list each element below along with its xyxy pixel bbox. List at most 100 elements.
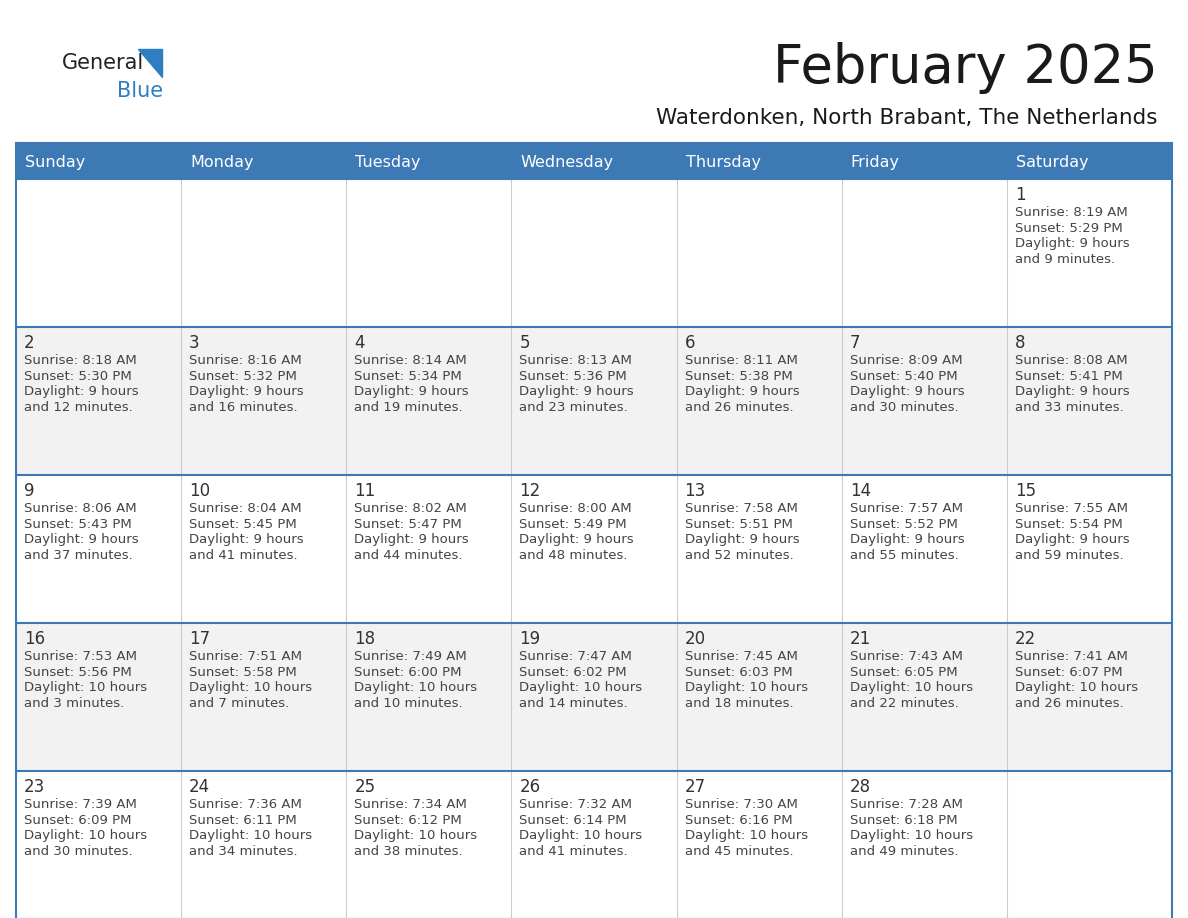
Bar: [511, 623, 677, 771]
Text: Sunrise: 8:13 AM: Sunrise: 8:13 AM: [519, 354, 632, 367]
Text: Sunset: 5:58 PM: Sunset: 5:58 PM: [189, 666, 297, 679]
Text: 19: 19: [519, 630, 541, 648]
Bar: [1007, 179, 1173, 327]
Bar: [181, 771, 346, 918]
Text: and 34 minutes.: and 34 minutes.: [189, 845, 298, 858]
Text: Sunrise: 7:39 AM: Sunrise: 7:39 AM: [24, 799, 137, 812]
Text: 20: 20: [684, 630, 706, 648]
Text: Daylight: 9 hours: Daylight: 9 hours: [849, 533, 965, 546]
Text: 24: 24: [189, 778, 210, 796]
Text: and 22 minutes.: and 22 minutes.: [849, 697, 959, 710]
Bar: [677, 179, 842, 327]
Text: Daylight: 9 hours: Daylight: 9 hours: [519, 533, 634, 546]
Text: Sunset: 6:00 PM: Sunset: 6:00 PM: [354, 666, 462, 679]
Bar: [1007, 475, 1173, 623]
Text: 1: 1: [1015, 186, 1025, 204]
Text: Daylight: 10 hours: Daylight: 10 hours: [189, 830, 312, 843]
Text: Sunset: 5:45 PM: Sunset: 5:45 PM: [189, 518, 297, 531]
Text: Sunset: 6:14 PM: Sunset: 6:14 PM: [519, 814, 627, 827]
Text: Sunday: Sunday: [25, 154, 86, 170]
Text: and 45 minutes.: and 45 minutes.: [684, 845, 794, 858]
Text: Sunrise: 8:02 AM: Sunrise: 8:02 AM: [354, 502, 467, 516]
Text: and 12 minutes.: and 12 minutes.: [24, 401, 133, 414]
Text: Sunset: 5:49 PM: Sunset: 5:49 PM: [519, 518, 627, 531]
Text: 28: 28: [849, 778, 871, 796]
Text: 10: 10: [189, 482, 210, 500]
Text: Daylight: 9 hours: Daylight: 9 hours: [684, 533, 800, 546]
Text: Sunrise: 7:58 AM: Sunrise: 7:58 AM: [684, 502, 797, 516]
Text: Daylight: 9 hours: Daylight: 9 hours: [24, 386, 139, 398]
Bar: [511, 475, 677, 623]
Text: Sunrise: 7:41 AM: Sunrise: 7:41 AM: [1015, 651, 1127, 664]
Text: Sunset: 5:56 PM: Sunset: 5:56 PM: [24, 666, 132, 679]
Bar: [15, 475, 181, 623]
Text: 3: 3: [189, 334, 200, 352]
Text: Sunrise: 7:36 AM: Sunrise: 7:36 AM: [189, 799, 302, 812]
Bar: [15, 179, 181, 327]
Text: Daylight: 10 hours: Daylight: 10 hours: [1015, 681, 1138, 695]
Text: and 33 minutes.: and 33 minutes.: [1015, 401, 1124, 414]
Text: 15: 15: [1015, 482, 1036, 500]
Text: Sunrise: 7:49 AM: Sunrise: 7:49 AM: [354, 651, 467, 664]
Text: Daylight: 9 hours: Daylight: 9 hours: [1015, 533, 1130, 546]
Text: and 30 minutes.: and 30 minutes.: [849, 401, 959, 414]
Text: Daylight: 9 hours: Daylight: 9 hours: [24, 533, 139, 546]
Text: Daylight: 10 hours: Daylight: 10 hours: [519, 681, 643, 695]
Bar: [511, 327, 677, 475]
Text: Blue: Blue: [116, 81, 163, 101]
Bar: [15, 771, 181, 918]
Bar: [842, 475, 1007, 623]
Text: Sunset: 6:05 PM: Sunset: 6:05 PM: [849, 666, 958, 679]
Text: Daylight: 10 hours: Daylight: 10 hours: [684, 681, 808, 695]
Text: Friday: Friday: [851, 154, 899, 170]
Text: Sunrise: 8:14 AM: Sunrise: 8:14 AM: [354, 354, 467, 367]
Text: Sunrise: 8:06 AM: Sunrise: 8:06 AM: [24, 502, 137, 516]
Text: Sunrise: 7:32 AM: Sunrise: 7:32 AM: [519, 799, 632, 812]
Bar: [181, 623, 346, 771]
Text: Sunrise: 8:18 AM: Sunrise: 8:18 AM: [24, 354, 137, 367]
Text: 2: 2: [24, 334, 34, 352]
Bar: [181, 179, 346, 327]
Text: Sunset: 5:41 PM: Sunset: 5:41 PM: [1015, 370, 1123, 383]
Text: Daylight: 9 hours: Daylight: 9 hours: [189, 533, 304, 546]
Bar: [842, 771, 1007, 918]
Text: Daylight: 10 hours: Daylight: 10 hours: [849, 830, 973, 843]
Text: Daylight: 10 hours: Daylight: 10 hours: [684, 830, 808, 843]
Text: 6: 6: [684, 334, 695, 352]
Text: and 52 minutes.: and 52 minutes.: [684, 549, 794, 562]
Text: Daylight: 10 hours: Daylight: 10 hours: [849, 681, 973, 695]
Bar: [15, 327, 181, 475]
Text: Sunrise: 8:16 AM: Sunrise: 8:16 AM: [189, 354, 302, 367]
Text: Sunrise: 8:19 AM: Sunrise: 8:19 AM: [1015, 207, 1127, 219]
Text: and 41 minutes.: and 41 minutes.: [519, 845, 628, 858]
Text: Daylight: 10 hours: Daylight: 10 hours: [519, 830, 643, 843]
Text: Sunrise: 8:04 AM: Sunrise: 8:04 AM: [189, 502, 302, 516]
Text: Daylight: 9 hours: Daylight: 9 hours: [189, 386, 304, 398]
Text: Sunset: 6:03 PM: Sunset: 6:03 PM: [684, 666, 792, 679]
Text: 8: 8: [1015, 334, 1025, 352]
Text: Daylight: 10 hours: Daylight: 10 hours: [24, 681, 147, 695]
Text: General: General: [62, 53, 144, 73]
Text: 14: 14: [849, 482, 871, 500]
Text: Sunset: 5:52 PM: Sunset: 5:52 PM: [849, 518, 958, 531]
Bar: [181, 327, 346, 475]
Text: Waterdonken, North Brabant, The Netherlands: Waterdonken, North Brabant, The Netherla…: [657, 108, 1158, 128]
Text: Sunset: 5:54 PM: Sunset: 5:54 PM: [1015, 518, 1123, 531]
Text: and 44 minutes.: and 44 minutes.: [354, 549, 463, 562]
Text: Sunset: 5:34 PM: Sunset: 5:34 PM: [354, 370, 462, 383]
Text: Sunrise: 7:51 AM: Sunrise: 7:51 AM: [189, 651, 302, 664]
Text: and 37 minutes.: and 37 minutes.: [24, 549, 133, 562]
Text: Sunrise: 7:57 AM: Sunrise: 7:57 AM: [849, 502, 962, 516]
Text: February 2025: February 2025: [773, 42, 1158, 94]
Bar: [181, 475, 346, 623]
Bar: [511, 179, 677, 327]
Text: and 59 minutes.: and 59 minutes.: [1015, 549, 1124, 562]
Text: Wednesday: Wednesday: [520, 154, 613, 170]
Bar: [346, 179, 511, 327]
Text: Sunset: 6:09 PM: Sunset: 6:09 PM: [24, 814, 132, 827]
Text: 9: 9: [24, 482, 34, 500]
Text: and 30 minutes.: and 30 minutes.: [24, 845, 133, 858]
Text: 27: 27: [684, 778, 706, 796]
Bar: [346, 475, 511, 623]
Polygon shape: [138, 49, 162, 77]
